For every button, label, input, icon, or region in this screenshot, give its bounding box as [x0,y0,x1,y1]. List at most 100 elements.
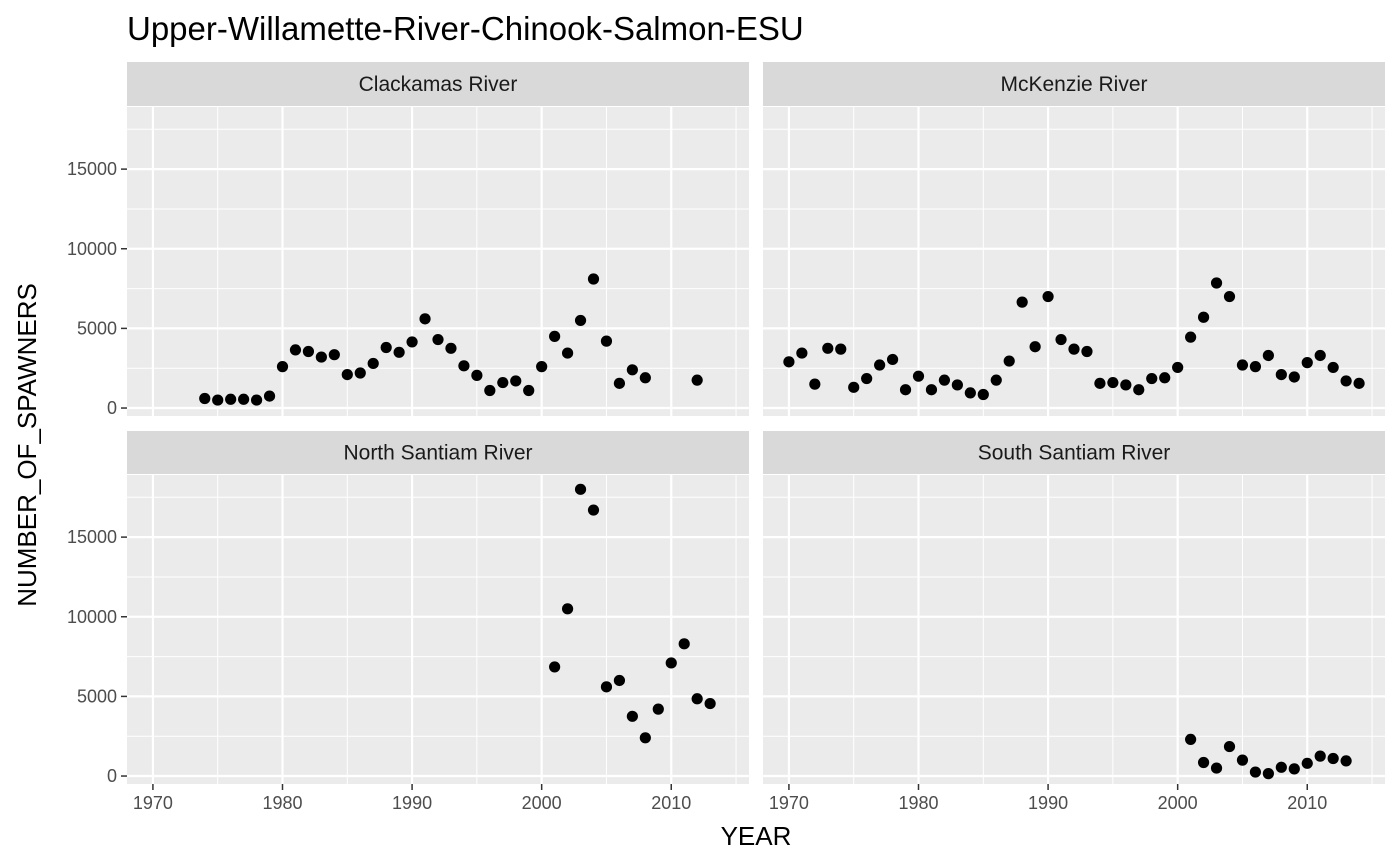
facet-strip-label: McKenzie River [1000,73,1147,96]
data-point [1327,752,1339,765]
y-tick-label: 15000 [67,527,117,547]
facet-panel: Clackamas River 0 5000 10000 15000 [67,62,749,418]
data-point [1107,376,1119,389]
y-tick-label: 15000 [67,159,117,179]
data-point [380,341,392,354]
data-point [1120,379,1132,391]
data-point [899,384,912,396]
data-point [536,361,548,373]
data-point [341,368,353,381]
x-tick-label: 1980 [898,793,938,813]
data-point [458,360,470,372]
data-point [886,353,899,366]
data-point [419,313,431,325]
data-point [1197,756,1210,769]
data-point [1340,755,1352,767]
y-axis-title: NUMBER_OF_SPAWNERS [12,283,42,607]
data-point [951,379,963,391]
data-point [484,384,496,397]
data-point [861,372,873,385]
y-tick-label: 0 [107,398,117,418]
data-point [874,359,886,371]
x-tick-label: 2000 [1158,793,1198,813]
data-point [822,342,834,354]
data-point [1146,372,1158,385]
data-point [652,703,664,715]
y-tick-label: 10000 [67,239,117,259]
panel-background [763,475,1385,784]
data-point [289,344,302,356]
data-point [912,370,925,382]
data-point [238,393,250,405]
facet-panel: South Santiam River 1970 1980 1990 2000 2010 [763,431,1385,813]
data-point [1288,371,1300,383]
facet-strip-label: Clackamas River [359,73,518,96]
x-tick-label: 1990 [1028,793,1068,813]
facet-strip [127,431,749,474]
data-point [263,390,276,402]
data-point [497,376,509,389]
data-point [1249,361,1262,373]
data-point [1236,754,1249,766]
data-point [1197,311,1210,323]
data-point [1262,768,1274,780]
data-point [250,394,263,406]
data-point [1223,740,1236,753]
data-point [1003,355,1015,367]
data-point [809,378,821,390]
data-point [574,314,587,327]
panel-background [763,107,1385,416]
x-tick-label: 2010 [651,793,691,813]
data-point [796,347,808,359]
data-point [1081,345,1093,358]
data-point [964,387,976,399]
data-point [1042,290,1054,303]
data-point [549,330,561,342]
data-point [212,394,224,406]
data-point [925,384,938,396]
data-point [1210,762,1223,774]
data-point [626,364,638,376]
data-point [678,638,690,650]
data-point [1301,357,1313,369]
data-point [600,681,613,693]
data-point [561,347,574,359]
data-point [1314,750,1326,762]
facet-strip [763,62,1385,106]
y-tick-label: 5000 [77,686,117,706]
data-point [1133,384,1145,396]
panels-layer: Clackamas River 0 5000 10000 15000 McKenzie R… [67,62,1385,813]
y-tick-label: 0 [107,766,117,786]
data-point [1055,333,1067,346]
panel-background [127,475,749,784]
data-point [691,374,703,386]
data-point [1275,761,1287,773]
data-point [225,393,237,405]
x-tick-label: 1990 [392,793,432,813]
data-point [1353,377,1365,389]
data-point [848,381,860,393]
facet-strip-label: North Santiam River [343,442,532,465]
data-point [328,349,340,361]
data-point [432,333,444,346]
data-point [639,372,651,384]
data-point [276,361,289,373]
y-tick-label: 10000 [67,607,117,627]
data-point [990,374,1002,386]
data-point [302,345,315,358]
data-point [977,388,989,401]
x-tick-label: 2010 [1287,793,1327,813]
data-point [600,335,613,347]
data-point [471,369,483,381]
data-point [639,732,651,744]
x-tick-label: 1980 [262,793,302,813]
data-point [835,343,847,355]
data-point [367,357,379,370]
data-point [1094,377,1106,389]
data-point [1236,359,1249,371]
data-point [704,697,716,710]
data-point [445,342,457,354]
data-point [1288,763,1300,775]
data-point [393,346,405,358]
facet-strip [763,431,1385,474]
